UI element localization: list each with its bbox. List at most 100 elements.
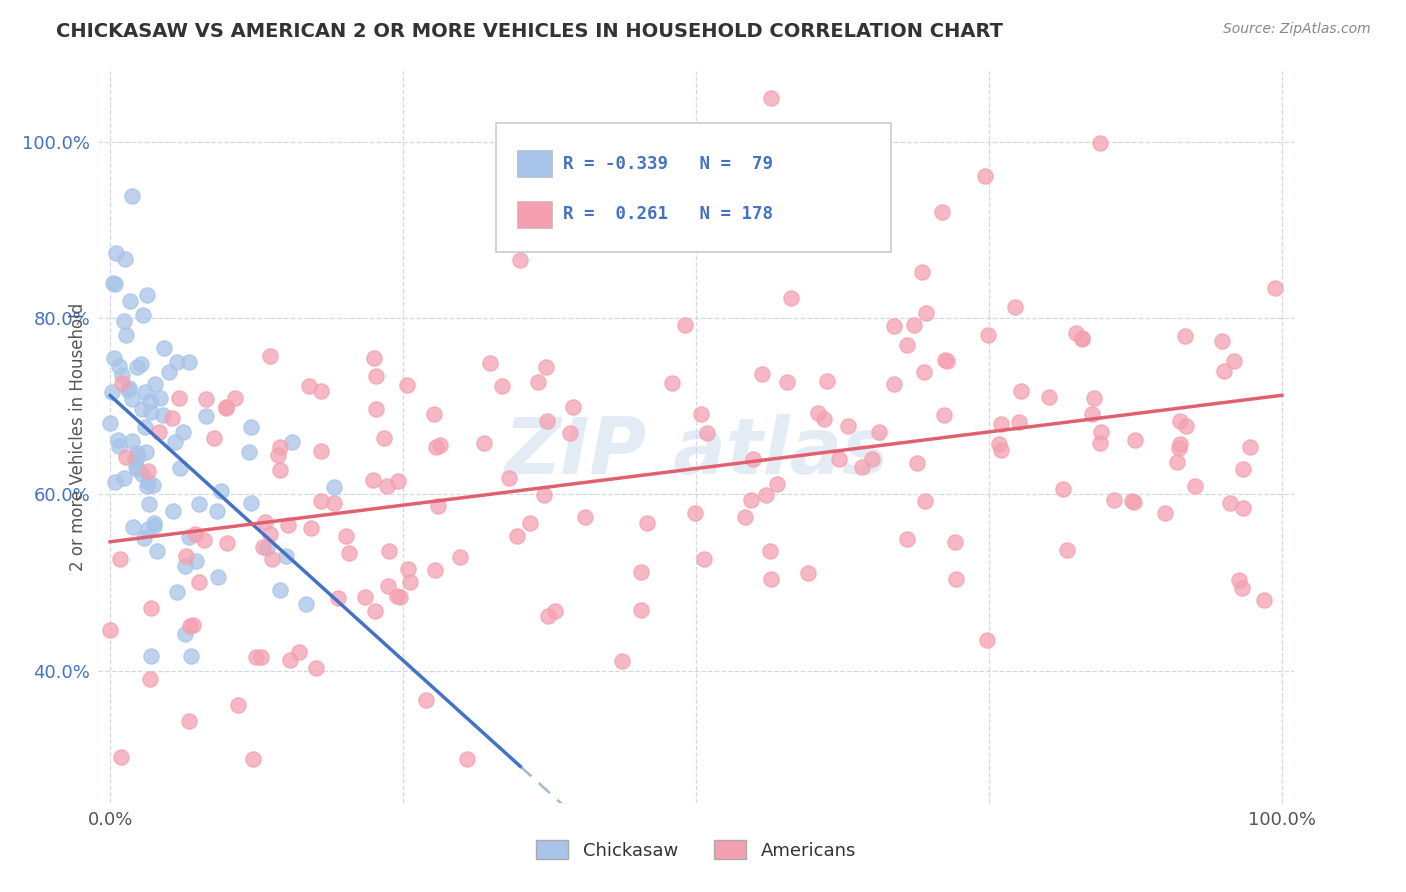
Point: [696, 425, 718, 440]
Point: [277, 518, 299, 533]
Point: [945, 572, 967, 586]
Point: [112, 471, 135, 485]
Point: [103, 351, 125, 366]
Point: [214, 400, 236, 414]
Point: [238, 445, 260, 459]
Point: [935, 354, 957, 368]
Point: [943, 535, 966, 549]
Point: [425, 441, 447, 455]
Point: [537, 608, 560, 623]
Point: [131, 402, 153, 417]
Point: [388, 591, 411, 605]
Point: [179, 530, 201, 544]
Point: [693, 552, 716, 566]
Point: [269, 583, 291, 598]
Point: [426, 499, 449, 513]
Point: [387, 475, 409, 489]
Point: [149, 392, 172, 406]
Point: [274, 549, 297, 564]
Point: [184, 554, 207, 568]
Point: [931, 205, 953, 219]
Point: [1174, 328, 1197, 343]
Point: [868, 425, 890, 439]
Point: [267, 448, 290, 462]
Point: [121, 392, 143, 406]
Point: [138, 393, 160, 408]
Point: [1222, 353, 1244, 368]
Point: [1081, 407, 1104, 421]
Point: [1104, 492, 1126, 507]
Point: [124, 459, 146, 474]
Point: [180, 648, 202, 663]
Point: [828, 451, 851, 466]
Point: [636, 516, 658, 531]
Point: [142, 516, 165, 530]
Point: [990, 442, 1012, 457]
Point: [373, 431, 395, 445]
Point: [224, 391, 246, 405]
Point: [193, 533, 215, 547]
Point: [183, 617, 205, 632]
Point: [107, 433, 129, 447]
Text: R = -0.339   N =  79: R = -0.339 N = 79: [564, 154, 773, 173]
Point: [1038, 390, 1060, 404]
Point: [1056, 542, 1078, 557]
Point: [1264, 281, 1286, 295]
Point: [673, 318, 696, 332]
Point: [169, 461, 191, 475]
Point: [305, 661, 328, 675]
Point: [934, 353, 956, 368]
Point: [145, 544, 167, 558]
Point: [1052, 483, 1074, 497]
Point: [354, 590, 377, 604]
Point: [162, 503, 184, 517]
Point: [912, 365, 935, 379]
Point: [536, 359, 558, 374]
Point: [914, 494, 936, 508]
Point: [172, 425, 194, 439]
Point: [176, 549, 198, 563]
Point: [245, 650, 267, 665]
Point: [364, 604, 387, 618]
Point: [479, 355, 502, 369]
Point: [207, 570, 229, 584]
Point: [759, 544, 782, 558]
Point: [121, 434, 143, 448]
Point: [776, 375, 799, 389]
Point: [449, 550, 471, 565]
Point: [734, 509, 756, 524]
Point: [630, 603, 652, 617]
Point: [543, 604, 565, 618]
Point: [256, 541, 278, 556]
Point: [111, 368, 134, 382]
Point: [883, 318, 905, 333]
Point: [335, 529, 357, 543]
Point: [1008, 415, 1031, 429]
Point: [259, 349, 281, 363]
Point: [755, 488, 778, 502]
Point: [396, 562, 419, 576]
Point: [111, 376, 134, 391]
Point: [166, 355, 188, 369]
Point: [322, 480, 344, 494]
Legend: Chickasaw, Americans: Chickasaw, Americans: [529, 832, 863, 867]
Point: [278, 653, 301, 667]
Point: [145, 376, 167, 391]
Point: [363, 351, 385, 366]
Point: [100, 385, 122, 400]
Point: [422, 407, 444, 421]
Point: [498, 471, 520, 485]
Point: [364, 402, 387, 417]
Point: [115, 328, 138, 343]
Point: [1184, 479, 1206, 493]
Point: [326, 591, 349, 605]
Point: [399, 574, 422, 589]
Point: [142, 478, 165, 492]
Point: [98, 624, 121, 638]
Point: [911, 265, 934, 279]
Point: [322, 496, 344, 510]
Point: [124, 452, 146, 467]
Y-axis label: 2 or more Vehicles in Household: 2 or more Vehicles in Household: [69, 303, 87, 571]
Point: [883, 376, 905, 391]
Point: [103, 277, 125, 291]
